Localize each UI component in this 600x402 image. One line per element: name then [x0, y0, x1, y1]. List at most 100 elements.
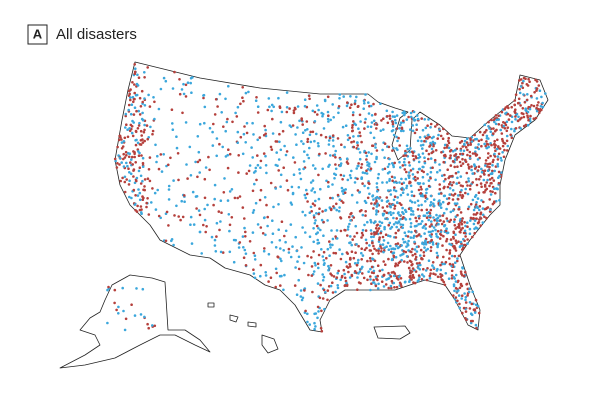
disaster-dot: [382, 250, 385, 254]
disaster-dot: [236, 130, 240, 134]
disaster-dot: [299, 177, 303, 181]
disaster-dot: [129, 112, 133, 116]
disaster-dot: [308, 323, 312, 326]
disaster-dot: [447, 136, 451, 140]
disaster-dot: [237, 154, 240, 157]
disaster-dot: [172, 243, 175, 247]
disaster-dot: [456, 165, 459, 168]
disaster-dot: [355, 167, 359, 170]
disaster-dot: [367, 151, 371, 154]
disaster-dot: [455, 202, 459, 205]
disaster-dot: [189, 81, 192, 85]
disaster-dot: [516, 119, 520, 123]
disaster-dot: [395, 135, 398, 139]
disaster-dot: [306, 254, 309, 258]
disaster-dot: [356, 164, 360, 168]
disaster-dot: [473, 195, 477, 198]
disaster-dot: [527, 77, 530, 81]
disaster-dot: [464, 301, 468, 304]
disaster-dot: [435, 251, 439, 255]
disaster-dot: [425, 208, 429, 212]
disaster-dot: [381, 181, 384, 184]
disaster-dot: [360, 251, 363, 255]
disaster-dot: [502, 141, 506, 145]
disaster-dot: [409, 206, 413, 210]
disaster-dot: [336, 137, 340, 140]
disaster-dot: [466, 207, 470, 211]
disaster-dot: [347, 270, 350, 274]
disaster-dot: [180, 88, 184, 91]
disaster-dot: [125, 178, 128, 181]
disaster-dot: [339, 173, 343, 177]
disaster-dot: [339, 157, 342, 161]
disaster-dot: [539, 105, 543, 108]
disaster-dot: [436, 235, 440, 239]
disaster-dot: [489, 130, 493, 133]
disaster-dot: [219, 250, 223, 254]
disaster-dot: [270, 109, 273, 113]
disaster-dot: [380, 119, 383, 122]
disaster-dot: [356, 144, 360, 147]
disaster-dot: [417, 160, 421, 164]
disaster-dot: [321, 273, 325, 276]
disaster-dot: [448, 257, 451, 260]
disaster-dot: [423, 139, 426, 143]
disaster-dot: [401, 111, 405, 115]
disaster-dot: [345, 160, 349, 164]
disaster-dot: [413, 252, 417, 256]
disaster-dot: [294, 266, 297, 269]
disaster-dot: [241, 206, 245, 209]
disaster-dot: [118, 163, 121, 166]
disaster-dot: [395, 276, 399, 280]
disaster-dot: [312, 216, 316, 219]
disaster-dot: [189, 223, 192, 226]
disaster-dot: [171, 128, 175, 131]
disaster-dot: [489, 154, 492, 158]
disaster-dot: [382, 128, 385, 131]
disaster-dot: [385, 109, 389, 113]
disaster-dot: [369, 278, 372, 281]
disaster-dot: [348, 258, 352, 261]
disaster-dot: [477, 147, 481, 151]
disaster-dot: [364, 229, 368, 232]
disaster-dot: [419, 192, 423, 195]
disaster-dot: [449, 238, 453, 241]
disaster-dot: [332, 251, 336, 255]
disaster-dot: [287, 251, 291, 254]
disaster-dot: [277, 169, 281, 172]
disaster-dot: [123, 190, 127, 194]
disaster-dot: [234, 111, 237, 115]
disaster-dot: [375, 127, 378, 130]
disaster-dot: [177, 178, 180, 182]
disaster-dot: [135, 179, 138, 183]
disaster-dot: [314, 167, 317, 170]
disaster-dot: [186, 81, 190, 84]
disaster-dot: [147, 93, 150, 97]
disaster-dot: [439, 273, 442, 276]
disaster-dot: [430, 151, 434, 155]
disaster-dot: [461, 217, 464, 220]
disaster-dot: [372, 281, 376, 284]
disaster-dot: [424, 136, 428, 140]
disaster-dot: [501, 151, 504, 154]
disaster-dot: [156, 188, 159, 192]
disaster-dot: [421, 128, 425, 132]
disaster-dot: [529, 114, 532, 118]
disaster-dot: [438, 237, 442, 240]
disaster-dot: [360, 258, 364, 261]
disaster-dot: [506, 144, 510, 148]
disaster-dot: [391, 125, 395, 128]
disaster-dot: [130, 158, 133, 161]
disaster-dot: [141, 156, 145, 160]
disaster-dot: [446, 132, 449, 135]
disaster-dot: [427, 157, 430, 161]
disaster-dot: [414, 270, 418, 273]
disaster-dot: [452, 160, 455, 163]
disaster-dot: [267, 252, 271, 256]
disaster-dot: [509, 114, 512, 117]
disaster-dot: [483, 185, 487, 188]
disaster-dot: [497, 181, 501, 185]
disaster-dot: [409, 169, 413, 172]
disaster-dot: [380, 250, 383, 253]
disaster-dot: [415, 219, 418, 223]
